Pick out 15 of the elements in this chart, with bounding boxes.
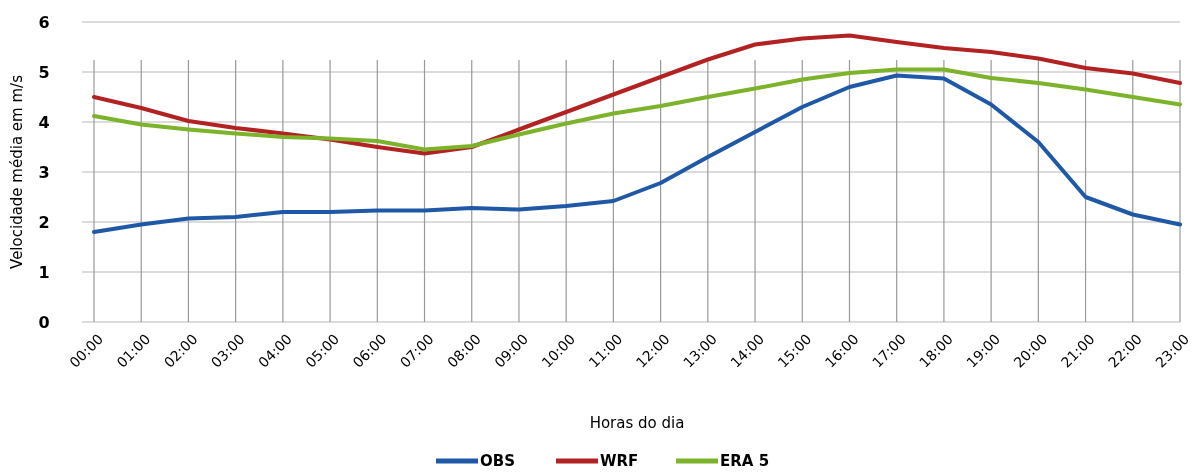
y-tick-label: 0 <box>38 312 50 332</box>
y-tick-label: 1 <box>38 262 50 282</box>
y-axis-title: Velocidade média em m/s <box>8 74 26 269</box>
y-tick-label: 5 <box>38 62 50 82</box>
legend-label: OBS <box>480 452 515 471</box>
x-axis-title: Horas do dia <box>589 414 685 432</box>
y-tick-label: 2 <box>38 212 50 232</box>
y-tick-label: 3 <box>38 162 50 182</box>
line-series <box>92 67 1182 152</box>
y-tick-label: 6 <box>38 12 50 32</box>
y-tick-label: 4 <box>38 112 50 132</box>
line-series <box>92 73 1182 234</box>
line-series <box>92 33 1182 156</box>
legend-label: ERA 5 <box>720 452 770 471</box>
legend-label: WRF <box>600 452 639 471</box>
